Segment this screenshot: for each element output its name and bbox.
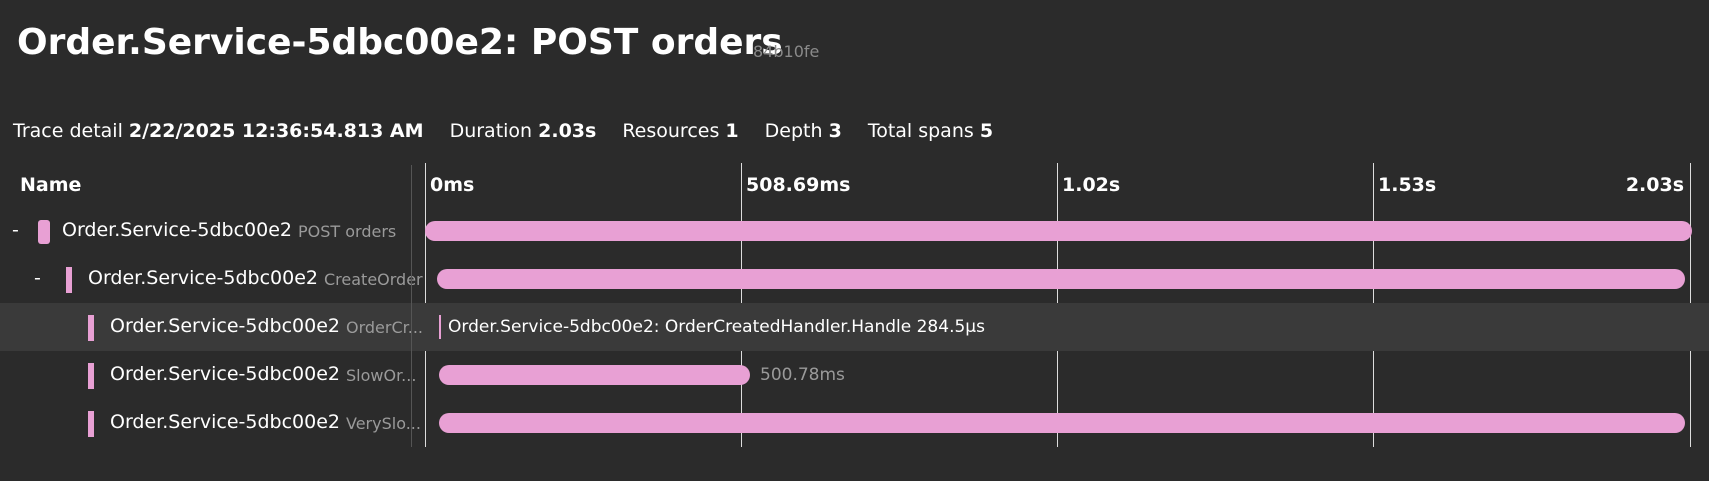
operation-name: POST orders: [298, 222, 397, 241]
operation-name: OrderCr...: [346, 318, 424, 337]
summary-label: Resources: [622, 120, 720, 142]
span-row[interactable]: - Order.Service-5dbc00e2 POST orders: [0, 207, 1709, 255]
service-name: Order.Service-5dbc00e2: [110, 363, 340, 385]
service-icon: [38, 220, 50, 244]
service-name: Order.Service-5dbc00e2: [88, 267, 318, 289]
summary: Trace detail 2/22/2025 12:36:54.813 AM Du…: [13, 120, 993, 142]
tick-label: 508.69ms: [746, 174, 851, 196]
trace-title: Order.Service-5dbc00e2: POST orders: [17, 22, 783, 63]
span-row[interactable]: Order.Service-5dbc00e2 VerySlo...: [0, 399, 1709, 447]
span-bar: [439, 413, 1685, 433]
span-name-cell: Order.Service-5dbc00e2 VerySlo...: [0, 399, 424, 447]
span-bar: [439, 315, 441, 339]
span-indicator: [66, 267, 72, 293]
span-name-cell: - Order.Service-5dbc00e2 POST orders: [0, 207, 424, 255]
span-name-cell: Order.Service-5dbc00e2 SlowOr...: [0, 351, 424, 399]
summary-item: Resources 1: [622, 120, 738, 142]
summary-value: 2/22/2025 12:36:54.813 AM: [128, 120, 424, 142]
summary-value: 2.03s: [538, 120, 597, 142]
service-name: Order.Service-5dbc00e2: [110, 411, 340, 433]
tick-label: 1.02s: [1062, 174, 1121, 196]
span-name-cell: - Order.Service-5dbc00e2 CreateOrder: [0, 255, 424, 303]
span-indicator: [88, 411, 94, 437]
collapse-toggle[interactable]: -: [12, 219, 19, 241]
trace-id: 84b10fe: [753, 42, 820, 61]
column-divider: [411, 165, 412, 447]
summary-value: 3: [828, 120, 842, 142]
span-row[interactable]: - Order.Service-5dbc00e2 CreateOrder: [0, 255, 1709, 303]
summary-item: Total spans 5: [868, 120, 993, 142]
span-bar: [425, 221, 1692, 241]
summary-label: Total spans: [867, 120, 974, 142]
span-indicator: [88, 315, 94, 341]
summary-label: Duration: [449, 120, 533, 142]
summary-item: Trace detail 2/22/2025 12:36:54.813 AM: [13, 120, 424, 142]
summary-value: 5: [979, 120, 994, 142]
name-header: Name: [20, 174, 82, 196]
summary-value: 1: [725, 120, 739, 142]
span-bar-label: 500.78ms: [760, 365, 845, 385]
tick-label: 1.53s: [1378, 174, 1437, 196]
span-indicator: [88, 363, 94, 389]
operation-name: SlowOr...: [346, 366, 417, 385]
service-name: Order.Service-5dbc00e2: [62, 219, 292, 241]
tick-label: 2.03s: [1625, 174, 1684, 196]
collapse-toggle[interactable]: -: [34, 267, 41, 289]
span-name-cell: Order.Service-5dbc00e2 OrderCr...: [0, 303, 424, 351]
service-name: Order.Service-5dbc00e2: [110, 315, 340, 337]
span-row[interactable]: Order.Service-5dbc00e2 SlowOr... 500.78ms: [0, 351, 1709, 399]
operation-name: CreateOrder: [324, 270, 423, 289]
span-row[interactable]: Order.Service-5dbc00e2 OrderCr... Order.Se…: [0, 303, 1709, 351]
summary-label: Depth: [764, 120, 823, 142]
summary-item: Depth 3: [765, 120, 842, 142]
summary-item: Duration 2.03s: [450, 120, 597, 142]
summary-label: Trace detail: [13, 120, 123, 142]
tick-label: 0ms: [430, 174, 475, 196]
span-bar: [437, 269, 1685, 289]
operation-name: VerySlo...: [346, 414, 421, 433]
span-bar-label: Order.Service-5dbc00e2: OrderCreatedHand…: [448, 317, 985, 337]
span-bar: [439, 365, 750, 385]
